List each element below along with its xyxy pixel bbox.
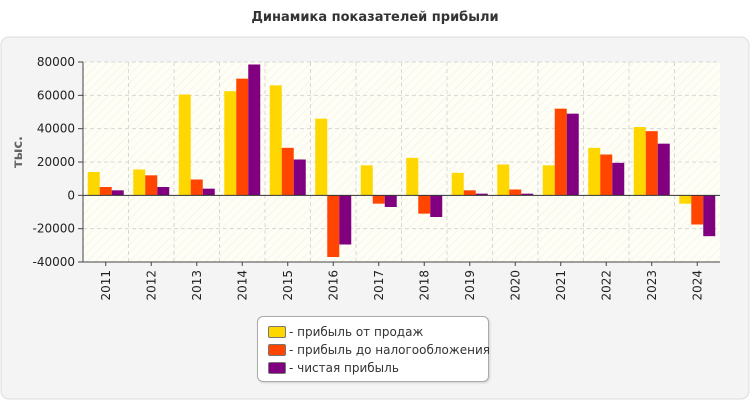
bar: [475, 193, 488, 196]
bar: [372, 195, 385, 204]
x-tick-label: 2020: [508, 270, 522, 301]
legend-swatch: [268, 344, 286, 356]
bar: [679, 195, 692, 204]
bar: [588, 147, 601, 196]
bar: [157, 187, 170, 196]
bar: [248, 64, 261, 196]
bar: [190, 179, 203, 196]
bar: [293, 159, 306, 196]
bar: [202, 188, 215, 196]
bar: [451, 172, 464, 196]
bar: [509, 189, 522, 196]
bar: [315, 118, 328, 196]
x-tick-label: 2016: [326, 270, 340, 301]
bar: [521, 193, 534, 196]
y-tick-label: -40000: [32, 255, 75, 269]
bar: [566, 113, 579, 196]
bar: [360, 165, 373, 196]
bar: [178, 94, 191, 196]
y-tick-label: 80000: [37, 55, 75, 69]
bar: [542, 165, 555, 196]
x-tick-label: 2018: [417, 270, 431, 301]
x-tick-label: 2019: [463, 270, 477, 301]
bar: [554, 108, 567, 196]
bar: [633, 127, 646, 196]
legend-item: - прибыль от продаж: [268, 323, 488, 341]
bar: [111, 190, 124, 196]
bar: [145, 175, 158, 196]
bar: [463, 190, 476, 196]
x-tick-label: 2013: [190, 270, 204, 301]
bar: [645, 131, 658, 196]
bar: [384, 195, 397, 207]
legend-label: - прибыль от продаж: [289, 325, 424, 339]
bar: [612, 162, 625, 196]
chart-title: Динамика показателей прибыли: [251, 10, 499, 25]
bar: [224, 91, 237, 196]
bar: [133, 169, 146, 196]
bar: [600, 154, 613, 196]
x-tick-label: 2024: [690, 270, 704, 301]
bar: [497, 164, 510, 196]
bar: [339, 195, 352, 245]
bar: [236, 78, 249, 196]
legend-swatch: [268, 362, 286, 374]
legend: - прибыль от продаж - прибыль до налогооб…: [257, 316, 490, 382]
bar: [281, 147, 294, 196]
legend-label: - чистая прибыль: [289, 361, 399, 375]
bar: [703, 195, 716, 237]
y-tick-label: -20000: [32, 222, 75, 236]
legend-item: - чистая прибыль: [268, 359, 488, 377]
y-tick-label: 20000: [37, 155, 75, 169]
bar: [430, 195, 443, 217]
y-tick-label: 0: [67, 188, 75, 202]
x-tick-label: 2023: [645, 270, 659, 301]
legend-label: - прибыль до налогообложения: [289, 343, 490, 357]
bar: [657, 143, 670, 196]
x-tick-label: 2022: [599, 270, 613, 301]
bar: [406, 157, 419, 196]
bars: [87, 64, 716, 257]
bar: [327, 195, 340, 257]
bar: [691, 195, 704, 225]
y-axis-label: тыс.: [11, 136, 26, 168]
y-tick-label: 60000: [37, 88, 75, 102]
bar: [87, 172, 100, 196]
axes: 80000 60000 40000 20000 0 -20000 -40000 2011 201…: [32, 55, 720, 301]
y-tick-label: 40000: [37, 122, 75, 136]
x-tick-label: 2011: [99, 270, 113, 301]
legend-swatch: [268, 326, 286, 338]
x-tick-label: 2015: [281, 270, 295, 301]
bar: [418, 195, 431, 214]
x-tick-label: 2014: [235, 270, 249, 301]
bar: [269, 85, 282, 196]
x-tick-label: 2021: [554, 270, 568, 301]
bar: [99, 187, 112, 196]
x-tick-label: 2017: [372, 270, 386, 301]
x-tick-label: 2012: [144, 270, 158, 301]
legend-item: - прибыль до налогообложения: [268, 341, 490, 359]
